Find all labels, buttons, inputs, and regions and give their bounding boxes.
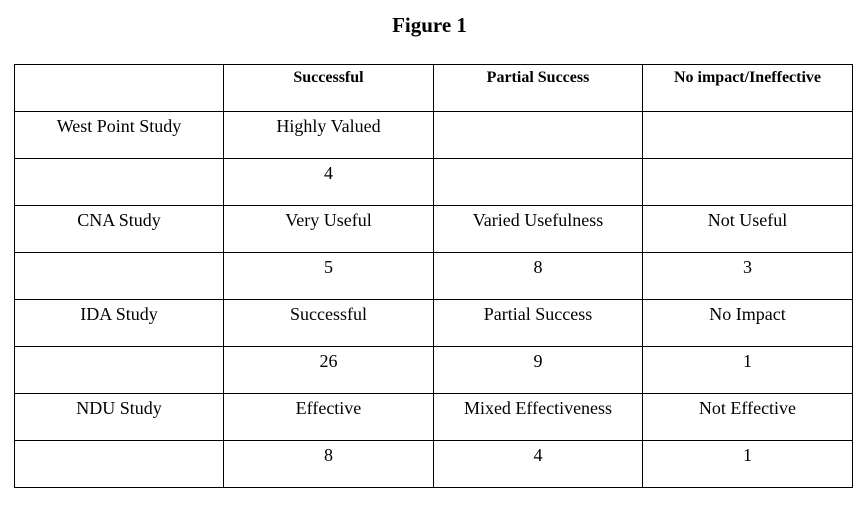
count-cell: 1 <box>642 440 853 488</box>
study-name-cell: IDA Study <box>14 299 224 347</box>
count-cell: 8 <box>223 440 434 488</box>
table-row: CNA Study Very Useful Varied Usefulness … <box>14 205 853 253</box>
table-cell: No Impact <box>642 299 853 347</box>
count-cell: 8 <box>433 252 643 300</box>
count-cell: 4 <box>433 440 643 488</box>
count-cell: 26 <box>223 346 434 394</box>
table-cell <box>642 111 853 159</box>
table-header-row: Successful Partial Success No impact/Ine… <box>14 64 853 112</box>
count-cell <box>433 158 643 206</box>
table-cell: Highly Valued <box>223 111 434 159</box>
table-row: 26 9 1 <box>14 346 853 394</box>
count-cell: 4 <box>223 158 434 206</box>
table-cell <box>433 111 643 159</box>
header-cell-partial-success: Partial Success <box>433 64 643 112</box>
table-cell: Very Useful <box>223 205 434 253</box>
table-cell: Effective <box>223 393 434 441</box>
count-cell: 9 <box>433 346 643 394</box>
study-name-cell <box>14 158 224 206</box>
table-row: 8 4 1 <box>14 440 853 488</box>
table-cell: Mixed Effectiveness <box>433 393 643 441</box>
table-row: 5 8 3 <box>14 252 853 300</box>
header-cell-blank <box>14 64 224 112</box>
study-name-cell: NDU Study <box>14 393 224 441</box>
table-row: IDA Study Successful Partial Success No … <box>14 299 853 347</box>
table-cell: Not Useful <box>642 205 853 253</box>
count-cell <box>642 158 853 206</box>
table-row: 4 <box>14 158 853 206</box>
table-cell: Not Effective <box>642 393 853 441</box>
table-row: NDU Study Effective Mixed Effectiveness … <box>14 393 853 441</box>
table-row: West Point Study Highly Valued <box>14 111 853 159</box>
count-cell: 3 <box>642 252 853 300</box>
figure-title: Figure 1 <box>392 13 467 37</box>
study-name-cell <box>14 440 224 488</box>
header-cell-no-impact: No impact/Ineffective <box>642 64 853 112</box>
study-name-cell <box>14 346 224 394</box>
count-cell: 1 <box>642 346 853 394</box>
table-cell: Partial Success <box>433 299 643 347</box>
study-name-cell <box>14 252 224 300</box>
table-cell: Varied Usefulness <box>433 205 643 253</box>
study-name-cell: West Point Study <box>14 111 224 159</box>
results-table: Successful Partial Success No impact/Ine… <box>14 64 853 488</box>
study-name-cell: CNA Study <box>14 205 224 253</box>
count-cell: 5 <box>223 252 434 300</box>
table-cell: Successful <box>223 299 434 347</box>
header-cell-successful: Successful <box>223 64 434 112</box>
